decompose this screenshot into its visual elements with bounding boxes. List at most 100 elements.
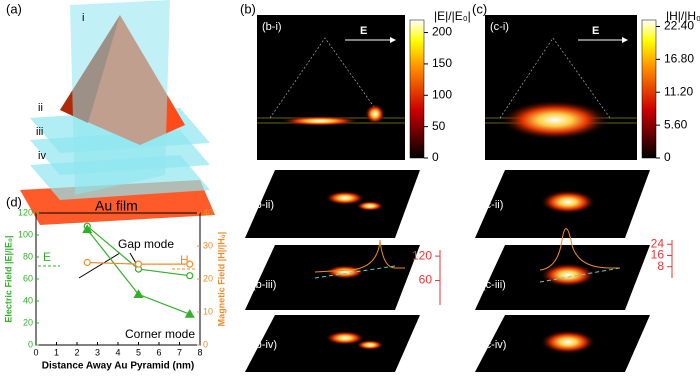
x-tick-label: 0 xyxy=(33,347,38,357)
colorbar-tick-label: 50 xyxy=(432,119,446,133)
inset-tick-label: 16 xyxy=(651,248,665,262)
plane xyxy=(70,0,170,195)
y-axis-label: Electric Field |E|/|E₀| xyxy=(3,235,13,322)
colorbar-title: |E|/|E₀| xyxy=(434,9,471,23)
inset-tick-label: 120 xyxy=(412,248,432,262)
colorbar-title: |H|/|H₀| xyxy=(666,9,700,23)
y2-tick-label: 40 xyxy=(203,207,213,217)
hotspot xyxy=(280,116,360,126)
annotation: Corner mode xyxy=(125,327,195,341)
plane-label: iv xyxy=(38,150,46,162)
arrow-head xyxy=(390,37,396,43)
y2-tick-label: 20 xyxy=(203,273,213,283)
x-tick-label: 4 xyxy=(115,347,120,357)
panel-a: (a) i ii iii iv Au film xyxy=(6,0,215,225)
map xyxy=(245,315,420,372)
marker xyxy=(82,224,93,234)
plane-label: iii xyxy=(36,126,43,138)
annotation: E xyxy=(43,250,51,264)
y2-axis-label: Magnetic Field |H|/|H₀| xyxy=(216,232,226,327)
marker xyxy=(186,260,194,268)
plane-label: ii xyxy=(38,102,43,114)
panel-label: (c) xyxy=(472,1,487,16)
x-tick-label: 5 xyxy=(136,347,141,357)
map-label: (b-iv) xyxy=(252,339,277,351)
map-label: (c-i) xyxy=(490,21,509,33)
hotspot xyxy=(540,330,596,354)
map-label: (c-iv) xyxy=(482,339,506,351)
inset-tick-label: 24 xyxy=(651,236,665,250)
x-tick-label: 7 xyxy=(177,347,182,357)
colorbar-tick-label: 16.80 xyxy=(664,52,694,66)
marker xyxy=(133,289,144,298)
colorbar-tick-label: 200 xyxy=(432,25,452,39)
map-label: (b-ii) xyxy=(252,199,274,211)
y2-tick-label: 10 xyxy=(203,306,213,316)
profile xyxy=(539,228,620,271)
map-label: (b-iii) xyxy=(252,279,276,291)
panel-c: (c) (c-i) E (c-ii) (c-iii) (c-iv) xyxy=(472,1,650,372)
y-tick-label: 20 xyxy=(23,317,33,327)
arrow-label: E xyxy=(592,25,599,37)
map-label: (b-i) xyxy=(262,21,282,33)
y2-tick-label: 30 xyxy=(203,240,213,250)
y-tick-label: 100 xyxy=(18,229,33,239)
colorbar-tick-label: 0 xyxy=(664,150,671,164)
hotspot xyxy=(325,191,365,205)
marker xyxy=(186,272,194,280)
inset-tick-label: 60 xyxy=(419,273,433,287)
panel-label: (b) xyxy=(240,1,256,16)
marker xyxy=(184,308,195,318)
x-axis-label: Distance Away Au Pyramid (nm) xyxy=(42,361,194,372)
colorbar-tick-label: 11.20 xyxy=(664,84,693,98)
x-tick-label: 6 xyxy=(156,347,161,357)
colorbar-tick-label: 5.60 xyxy=(664,117,688,131)
profile xyxy=(314,239,405,273)
colorbar xyxy=(409,19,425,159)
x-tick-label: 8 xyxy=(197,347,202,357)
film-label: Au film xyxy=(95,198,138,214)
y-tick-label: 0 xyxy=(28,339,33,349)
annotation: Gap mode xyxy=(118,237,174,251)
colorbar-tick-label: 100 xyxy=(432,87,452,101)
y-tick-label: 120 xyxy=(18,207,33,217)
hotspot xyxy=(540,263,596,287)
colorbar-tick-label: 22.40 xyxy=(664,19,694,33)
hotspot xyxy=(365,104,385,124)
y-tick-label: 40 xyxy=(23,295,33,305)
plot-frame xyxy=(35,212,201,346)
hotspot xyxy=(325,265,365,279)
y-tick-label: 60 xyxy=(23,273,33,283)
marker xyxy=(83,258,91,267)
plane-label: i xyxy=(82,12,84,24)
map xyxy=(245,245,420,310)
panel-b: (b) (b-i) E (b-ii) (b-iii) (b-iv) xyxy=(240,1,420,372)
y2-tick-label: 0 xyxy=(203,339,208,349)
outline xyxy=(269,37,383,119)
hotspot xyxy=(325,331,365,345)
x-tick-label: 2 xyxy=(74,347,79,357)
y-tick-label: 80 xyxy=(23,251,33,261)
colorbar xyxy=(641,19,657,159)
marker xyxy=(134,260,143,268)
hotspot xyxy=(356,340,384,350)
pointer xyxy=(78,252,121,279)
panel-label: (a) xyxy=(6,1,22,16)
arrow-label: E xyxy=(360,25,367,37)
annotation: H xyxy=(180,253,189,267)
arrow-head xyxy=(622,37,628,43)
hotspot xyxy=(500,100,610,140)
colorbar-tick-label: 0 xyxy=(432,150,439,164)
panel-label: (d) xyxy=(6,194,22,209)
colorbar-tick-label: 150 xyxy=(432,56,452,70)
map xyxy=(257,15,405,160)
x-tick-label: 1 xyxy=(54,347,59,357)
inset-tick-label: 8 xyxy=(657,259,664,273)
outline xyxy=(499,37,611,119)
hotspot xyxy=(540,190,596,214)
hotspot xyxy=(356,201,384,211)
map-label: (c-iii) xyxy=(482,279,506,291)
map xyxy=(245,170,420,238)
x-tick-label: 3 xyxy=(95,347,100,357)
